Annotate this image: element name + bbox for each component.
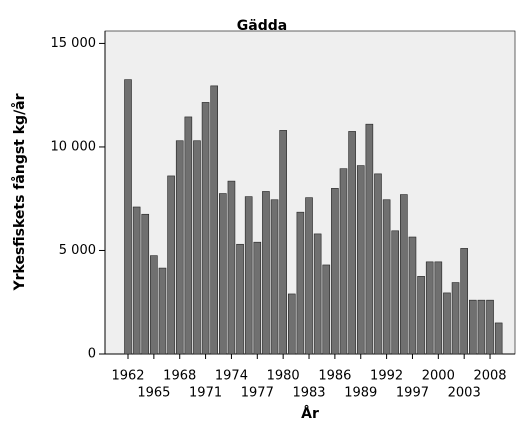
bar bbox=[227, 180, 236, 355]
bar bbox=[322, 264, 331, 355]
x-tick-label: 1992 bbox=[370, 369, 403, 384]
bar bbox=[348, 131, 356, 355]
bar bbox=[296, 211, 305, 355]
bar bbox=[201, 102, 210, 355]
x-tick-label: 1965 bbox=[137, 386, 170, 401]
bar bbox=[460, 248, 468, 355]
bar bbox=[494, 322, 503, 355]
bar bbox=[167, 175, 175, 355]
x-tick-label: 1968 bbox=[163, 369, 196, 384]
bar bbox=[132, 206, 141, 355]
x-tick-label: 2003 bbox=[448, 386, 481, 401]
bar bbox=[158, 267, 167, 355]
bar bbox=[451, 282, 460, 355]
x-tick-label: 1980 bbox=[267, 369, 300, 384]
bar bbox=[339, 168, 348, 355]
y-tick-label: 0 bbox=[88, 347, 96, 362]
bar bbox=[374, 173, 382, 355]
bar bbox=[305, 197, 313, 355]
bar bbox=[365, 123, 374, 355]
bar bbox=[193, 140, 201, 355]
bar bbox=[253, 241, 262, 355]
bar bbox=[244, 196, 253, 355]
bar bbox=[477, 299, 486, 355]
bar bbox=[443, 292, 451, 355]
x-tick-label: 1989 bbox=[344, 386, 377, 401]
bar bbox=[210, 85, 218, 355]
bar bbox=[262, 191, 270, 355]
bar bbox=[486, 299, 494, 355]
y-axis-label: Yrkesfiskets fångst kg/år bbox=[11, 93, 28, 291]
bar bbox=[150, 255, 158, 355]
y-tick-label: 15 000 bbox=[51, 36, 97, 51]
bar bbox=[141, 213, 150, 355]
bar bbox=[408, 236, 417, 355]
chart-title: Gädda bbox=[237, 18, 287, 34]
x-tick-label: 2000 bbox=[422, 369, 455, 384]
bar bbox=[313, 233, 322, 355]
bar bbox=[417, 276, 425, 355]
x-tick-label: 1974 bbox=[215, 369, 248, 384]
x-tick-label: 1986 bbox=[318, 369, 351, 384]
x-tick-label: 1983 bbox=[292, 386, 325, 401]
bar bbox=[175, 140, 184, 355]
bar bbox=[400, 194, 408, 355]
bar bbox=[331, 188, 339, 355]
bar bbox=[279, 130, 287, 355]
x-tick-label: 1962 bbox=[111, 369, 144, 384]
x-tick-label: 1997 bbox=[396, 386, 429, 401]
x-axis-label: År bbox=[301, 405, 319, 422]
x-tick-label: 2008 bbox=[473, 369, 506, 384]
y-tick-label: 5 000 bbox=[59, 243, 96, 258]
bar bbox=[219, 193, 227, 355]
x-tick-label: 1977 bbox=[241, 386, 274, 401]
bar bbox=[184, 116, 193, 355]
bar bbox=[236, 243, 244, 355]
x-tick-label: 1971 bbox=[189, 386, 222, 401]
bar bbox=[434, 261, 443, 355]
bar bbox=[356, 165, 365, 355]
bar bbox=[124, 79, 132, 355]
bar bbox=[270, 199, 279, 355]
y-tick-label: 10 000 bbox=[51, 139, 97, 154]
bar bbox=[391, 230, 400, 355]
bar bbox=[425, 261, 434, 355]
bar bbox=[287, 293, 296, 355]
bar bbox=[382, 199, 391, 355]
bar bbox=[468, 299, 477, 355]
